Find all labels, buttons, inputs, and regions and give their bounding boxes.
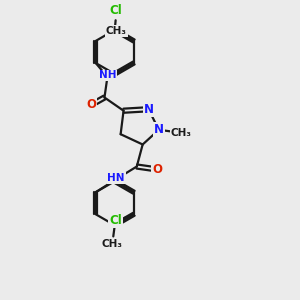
Text: CH₃: CH₃ bbox=[106, 26, 127, 36]
Text: O: O bbox=[152, 163, 162, 176]
Text: Cl: Cl bbox=[109, 214, 122, 227]
Text: N: N bbox=[143, 103, 154, 116]
Text: N: N bbox=[154, 123, 164, 136]
Text: CH₃: CH₃ bbox=[101, 239, 122, 249]
Text: CH₃: CH₃ bbox=[170, 128, 191, 138]
Text: NH: NH bbox=[99, 70, 116, 80]
Text: HN: HN bbox=[107, 173, 125, 183]
Text: Cl: Cl bbox=[110, 4, 123, 17]
Text: O: O bbox=[86, 98, 96, 111]
